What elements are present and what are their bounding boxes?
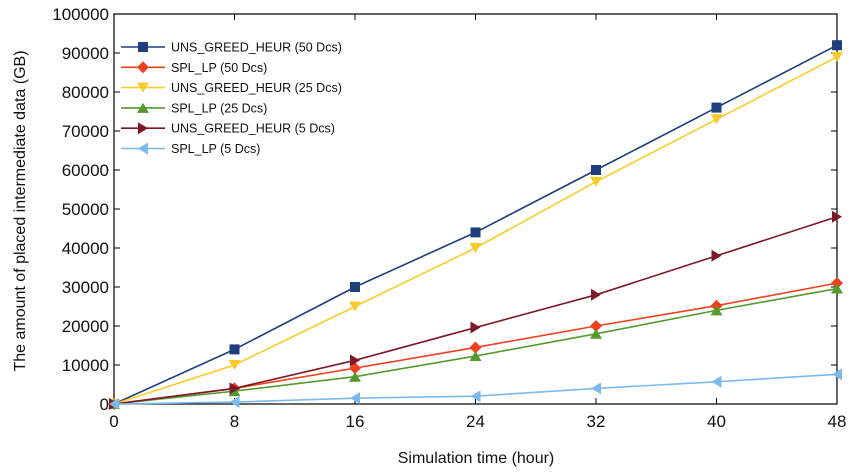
y-tick-label: 40000: [62, 239, 109, 258]
series-6-point: [591, 382, 601, 395]
series-2-point: [831, 277, 843, 290]
series-1-point: [229, 344, 240, 355]
series-3-point: [710, 114, 723, 125]
y-tick-label: 70000: [62, 122, 109, 141]
y-tick-label: 90000: [62, 44, 109, 63]
legend-item-4-marker: [137, 102, 149, 113]
y-tick-label: 10000: [62, 356, 109, 375]
legend-item-2-marker: [137, 61, 149, 74]
series-6-point: [711, 375, 722, 388]
series-4-point: [349, 371, 361, 382]
series-3-point: [469, 243, 482, 253]
y-tick-label: 100000: [52, 5, 109, 24]
series-1-point: [832, 40, 842, 51]
series-5-point: [832, 210, 842, 223]
legend-item-3-marker: [137, 82, 149, 93]
series-5-point: [711, 249, 722, 262]
series-5-point: [229, 382, 240, 395]
y-axis-title: The amount of placed intermediate data (…: [12, 50, 29, 371]
series-4-point: [710, 305, 723, 316]
legend-item-1-marker: [138, 42, 148, 52]
y-tick-label: 50000: [62, 200, 109, 219]
series-4-point: [831, 283, 843, 294]
series-2-point: [469, 341, 482, 354]
series-6-point: [832, 368, 842, 381]
legend-item-3-label: UNS_GREED_HEUR (25 Dcs): [171, 81, 342, 95]
legend-item-6-marker: [138, 142, 148, 155]
y-tick-label: 20000: [62, 317, 109, 336]
series-4-point: [590, 328, 602, 339]
x-tick-label: 32: [587, 412, 606, 431]
series-6-point: [350, 392, 360, 405]
y-tick-label: 30000: [62, 278, 109, 297]
legend-item-2-label: SPL_LP (50 Dcs): [171, 61, 267, 75]
series-1-point: [350, 282, 360, 292]
series-1-point: [470, 227, 481, 238]
legend-item-5-label: UNS_GREED_HEUR (5 Dcs): [171, 122, 335, 136]
series-5-point: [591, 288, 601, 301]
series-3-point: [831, 51, 843, 62]
x-tick-label: 48: [828, 412, 847, 431]
series-2-point: [590, 320, 602, 332]
y-tick-label: 60000: [62, 161, 109, 180]
series-5-point: [470, 321, 481, 334]
x-axis-title: Simulation time (hour): [398, 450, 555, 467]
series-6-point: [470, 390, 481, 403]
x-tick-label: 8: [230, 412, 239, 431]
series-3-point: [349, 301, 361, 312]
y-tick-label: 0: [100, 395, 109, 414]
series-1-point: [591, 165, 601, 175]
series-1-point: [711, 102, 722, 113]
series-3-point: [228, 360, 241, 370]
x-tick-label: 40: [707, 412, 726, 431]
series-4-point: [469, 351, 482, 362]
legend-item-1-label: UNS_GREED_HEUR (50 Dcs): [171, 41, 342, 55]
x-tick-label: 16: [346, 412, 365, 431]
legend-item-4-label: SPL_LP (25 Dcs): [171, 101, 267, 115]
series-3-point: [590, 176, 602, 187]
legend-item-6-label: SPL_LP (5 Dcs): [171, 142, 260, 156]
x-tick-label: 24: [466, 412, 485, 431]
y-tick-label: 80000: [62, 83, 109, 102]
series-6-point: [109, 398, 119, 410]
x-tick-label: 0: [109, 412, 118, 431]
series-5-point: [350, 354, 360, 367]
series-6-point: [229, 396, 240, 409]
legend-item-5-marker: [138, 122, 148, 135]
